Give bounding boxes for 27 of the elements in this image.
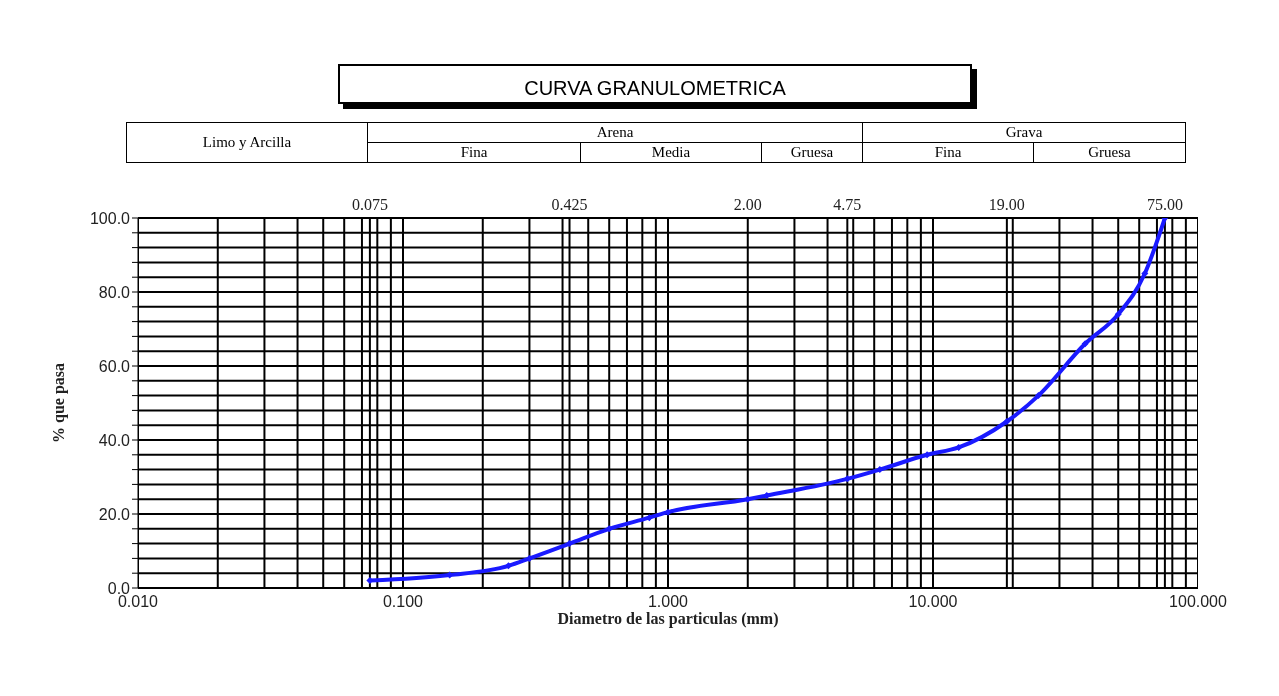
x-tick-label: 0.100 [382, 593, 424, 611]
text: Gruesa [761, 142, 863, 163]
text: Media [580, 142, 762, 163]
text: Gruesa [1033, 142, 1186, 163]
x-tick-label: 100.000 [1169, 593, 1228, 611]
x-tick-label: 0.010 [117, 593, 159, 611]
ref-line-label: 75.00 [1146, 196, 1183, 213]
x-tick-label: 1.000 [647, 593, 689, 611]
y-tick-label: 100.0 [89, 209, 131, 227]
text: Limo y Arcilla [126, 122, 368, 163]
y-tick-label: 40.0 [98, 431, 131, 449]
ref-line-label: 19.00 [988, 196, 1025, 213]
x-tick-label: 10.000 [908, 593, 958, 611]
ref-line-label: 0.075 [351, 196, 388, 213]
y-axis-title: % que pasa [49, 362, 68, 444]
x-axis-title: Diametro de las particulas (mm) [557, 610, 779, 628]
ref-line-label: 0.425 [551, 196, 588, 213]
text: Arena [367, 122, 863, 143]
text: Grava [862, 122, 1186, 143]
ref-line-label: 2.00 [733, 196, 762, 213]
text: Fina [367, 142, 581, 163]
y-tick-label: 80.0 [98, 283, 131, 301]
y-tick-label: 60.0 [98, 357, 131, 375]
y-tick-label: 20.0 [98, 505, 131, 523]
ref-line-label: 4.75 [833, 196, 862, 213]
chart-title: CURVA GRANULOMETRICA [338, 64, 972, 104]
text: Fina [862, 142, 1034, 163]
